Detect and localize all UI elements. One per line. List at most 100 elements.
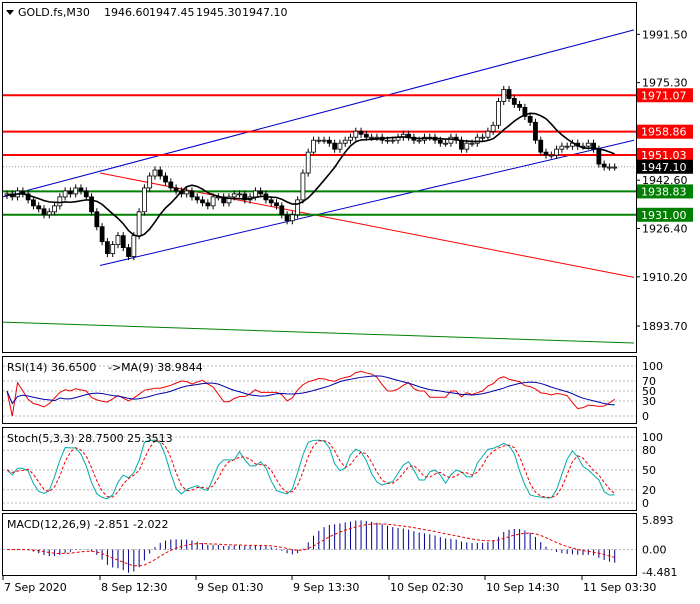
candle-body — [305, 151, 311, 174]
candle-body — [200, 199, 205, 204]
candle-body — [559, 145, 565, 150]
candle-body — [237, 193, 242, 196]
candle-body — [99, 226, 105, 243]
candle-body — [448, 136, 454, 144]
candle-body — [231, 193, 237, 198]
current-price-label: 1947.10 — [641, 161, 687, 174]
candle-body — [485, 130, 491, 138]
candle-body — [274, 202, 279, 207]
candle-body — [353, 130, 359, 138]
rsi-ma-line — [6, 375, 615, 406]
candle-body — [332, 142, 338, 150]
pane-frames — [2, 2, 637, 576]
candle-body — [612, 166, 618, 169]
candle-body — [469, 142, 475, 145]
rsi-label: RSI(14) 36.6500 — [7, 361, 96, 374]
dropdown-arrow-icon[interactable] — [6, 10, 14, 15]
candle-body — [31, 199, 36, 207]
level-label: 1958.86 — [641, 126, 687, 139]
rsi-line — [6, 370, 615, 417]
price-axis: 1991.50 1975.30 1942.60 1926.40 1910.20 1893.… — [636, 28, 693, 333]
candle-body — [390, 139, 396, 142]
candle-body — [152, 169, 158, 177]
rsi-ma-label: ->MA(9) 38.9844 — [108, 361, 203, 374]
candle-body — [252, 190, 258, 198]
candle-body — [538, 139, 544, 153]
candle-body — [326, 139, 332, 144]
candle-body — [316, 139, 322, 142]
candle-body — [596, 148, 602, 165]
level-label-box — [637, 184, 693, 199]
header-low: 1945.30 — [196, 6, 242, 19]
candle-body — [564, 145, 570, 148]
x-tick-label: 10 Sep 14:30 — [486, 581, 559, 594]
level-label: 1931.00 — [641, 209, 687, 222]
candle-body — [194, 196, 200, 201]
candle-body — [226, 196, 232, 204]
price-pane — [2, 29, 636, 344]
level-label: 1951.03 — [641, 149, 687, 162]
x-tick-label: 7 Sep 2020 — [4, 581, 67, 594]
candle-body — [358, 130, 364, 135]
candle-body — [554, 148, 559, 156]
x-tick-label: 9 Sep 13:30 — [293, 581, 359, 594]
pane-tick-label: 100 — [642, 431, 663, 444]
candle-body — [522, 107, 528, 117]
candle-body — [136, 211, 142, 237]
candle-body — [480, 136, 486, 139]
candle-body — [311, 139, 316, 153]
level-label-box — [637, 124, 693, 139]
candle-body — [369, 136, 375, 139]
candle-body — [168, 181, 174, 189]
candle-body — [533, 121, 538, 141]
level-label: 1938.83 — [641, 185, 687, 198]
candle-body — [89, 196, 94, 213]
candle-body — [110, 244, 116, 254]
x-tick-label: 10 Sep 02:30 — [390, 581, 463, 594]
candle-body — [527, 115, 533, 123]
macd-signal-line — [6, 523, 615, 567]
chart-header: GOLD.fs,M30 1946.60 1947.45 1945.30 1947… — [6, 6, 288, 19]
level-label-box — [637, 148, 693, 163]
candle-body — [464, 142, 470, 150]
candle-body — [416, 139, 422, 142]
current-price-box — [637, 159, 693, 174]
candle-body — [337, 142, 343, 150]
candle-body — [437, 139, 443, 144]
candle-body — [62, 190, 68, 198]
candle-body — [189, 190, 195, 198]
header-close: 1947.10 — [242, 6, 288, 19]
pane-tick-label: 30 — [642, 395, 656, 408]
candle-body — [501, 89, 507, 102]
candle-body — [78, 187, 84, 192]
candle-body — [73, 187, 79, 195]
candle-body — [385, 139, 390, 142]
candle-body — [585, 142, 591, 147]
trend-line-1 — [2, 29, 635, 198]
candle-body — [131, 235, 137, 257]
trend-line-2 — [99, 172, 635, 278]
pane-tick-label: 0 — [642, 497, 649, 510]
header-open: 1946.60 — [104, 6, 150, 19]
candle-body — [120, 235, 126, 248]
candle-body — [126, 247, 131, 257]
y-tick-label: 1893.70 — [642, 320, 688, 333]
candle-body — [443, 142, 449, 145]
candle-body — [52, 205, 57, 213]
level-label-box — [637, 88, 693, 103]
candle-body — [374, 136, 380, 139]
pane-tick-label: 50 — [642, 385, 656, 398]
candle-body — [25, 193, 31, 201]
candle-body — [511, 98, 517, 105]
candle-body — [279, 205, 285, 216]
candle-body — [68, 190, 73, 195]
candle-body — [342, 139, 348, 144]
pane-tick-label: 80 — [642, 444, 656, 457]
candle-body — [506, 89, 512, 99]
time-axis: 7 Sep 2020 8 Sep 12:30 9 Sep 01:30 9 Sep 13… — [2, 576, 656, 594]
candle-body — [363, 133, 369, 138]
pane-tick-label: 0.00 — [642, 544, 667, 557]
candle-body — [173, 187, 179, 192]
level-label-box — [637, 207, 693, 222]
